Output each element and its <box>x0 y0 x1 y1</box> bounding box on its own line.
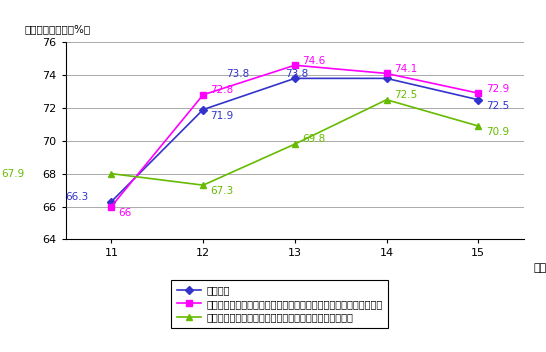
Text: 72.5: 72.5 <box>394 90 417 100</box>
騒音に係る問題を生じやすい地点等を選定している場合 <box>292 142 298 146</box>
Legend: 全測定点, 地域の騒音状況をマクロに把握するような地点を選定している場合, 騒音に係る問題を生じやすい地点等を選定している場合: 全測定点, 地域の騒音状況をマクロに把握するような地点を選定している場合, 騒音… <box>171 280 388 328</box>
Text: 67.3: 67.3 <box>210 187 234 196</box>
騒音に係る問題を生じやすい地点等を選定している場合 <box>200 183 206 187</box>
Line: 地域の騒音状況をマクロに把握するような地点を選定している場合: 地域の騒音状況をマクロに把握するような地点を選定している場合 <box>109 62 481 209</box>
Text: 72.8: 72.8 <box>210 85 234 95</box>
全測定点 <box>292 76 298 81</box>
Text: 69.8: 69.8 <box>302 134 325 144</box>
騒音に係る問題を生じやすい地点等を選定している場合 <box>475 124 482 128</box>
地域の騒音状況をマクロに把握するような地点を選定している場合 <box>200 93 206 97</box>
地域の騒音状況をマクロに把握するような地点を選定している場合 <box>108 205 115 209</box>
Text: 66.3: 66.3 <box>65 191 88 202</box>
Text: 66: 66 <box>118 208 132 218</box>
Text: 73.8: 73.8 <box>286 69 308 79</box>
Text: 74.1: 74.1 <box>394 64 417 74</box>
Text: 74.6: 74.6 <box>302 56 325 65</box>
Line: 騒音に係る問題を生じやすい地点等を選定している場合: 騒音に係る問題を生じやすい地点等を選定している場合 <box>108 96 482 189</box>
Text: 73.8: 73.8 <box>225 69 249 79</box>
全測定点 <box>383 76 390 81</box>
全測定点 <box>108 200 115 204</box>
地域の騒音状況をマクロに把握するような地点を選定している場合 <box>383 71 390 76</box>
Text: 70.9: 70.9 <box>485 127 509 137</box>
騒音に係る問題を生じやすい地点等を選定している場合 <box>108 171 115 176</box>
地域の騒音状況をマクロに把握するような地点を選定している場合 <box>292 63 298 67</box>
全測定点 <box>475 98 482 102</box>
Text: 71.9: 71.9 <box>210 111 234 121</box>
全測定点 <box>200 107 206 112</box>
Text: 72.9: 72.9 <box>485 83 509 94</box>
Text: 67.9: 67.9 <box>1 169 24 179</box>
Text: 環境基準適合率（%）: 環境基準適合率（%） <box>24 24 91 34</box>
騒音に係る問題を生じやすい地点等を選定している場合 <box>383 98 390 102</box>
Line: 全測定点: 全測定点 <box>109 76 481 205</box>
Text: （年度）: （年度） <box>533 263 546 273</box>
Text: 72.5: 72.5 <box>485 101 509 111</box>
地域の騒音状況をマクロに把握するような地点を選定している場合 <box>475 91 482 95</box>
